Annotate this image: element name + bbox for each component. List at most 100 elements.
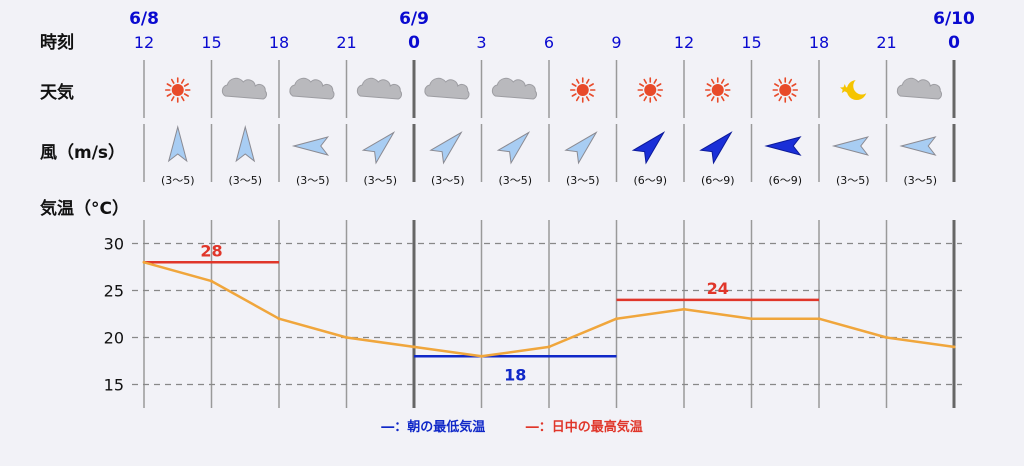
wind-arrow-shape <box>429 131 463 165</box>
temperature-point <box>277 317 281 321</box>
sun-icon <box>637 77 664 103</box>
wind-speed-label: (3〜5) <box>566 174 600 187</box>
wind-speed-label: (3〜5) <box>161 174 195 187</box>
sun-ray <box>643 78 648 84</box>
daytime-max-label: 24 <box>707 279 729 298</box>
sun-ray <box>788 78 793 84</box>
sun-icon <box>772 77 799 103</box>
sun-ray <box>639 83 645 87</box>
wind-arrow-icon <box>631 131 666 165</box>
sun-ray <box>585 78 590 84</box>
y-tick-label: 25 <box>104 282 124 301</box>
row-label-temp: 気温（°C） <box>39 198 129 219</box>
cloud-icon <box>289 77 335 100</box>
wind-arrow-icon <box>361 131 396 165</box>
sun-icon <box>164 77 191 103</box>
cloud-icon <box>356 77 402 100</box>
wind-arrow-shape <box>361 131 396 165</box>
sun-ray <box>575 96 580 102</box>
sun-ray <box>778 96 783 102</box>
sun-ray <box>774 93 780 97</box>
sun-disc <box>576 84 589 96</box>
row-label-time: 時刻 <box>40 32 74 53</box>
sun-ray <box>706 93 712 97</box>
sun-ray <box>571 83 577 87</box>
wind-arrow-icon <box>291 136 330 156</box>
sun-ray <box>778 78 783 84</box>
date-label: 6/8 <box>129 9 159 29</box>
temperature-point <box>682 307 686 311</box>
date-label: 6/9 <box>399 9 429 29</box>
wind-arrow-shape <box>699 131 733 165</box>
wind-arrow-shape <box>564 131 598 165</box>
wind-speed-label: (3〜5) <box>228 174 262 187</box>
hour-label: 0 <box>948 33 960 53</box>
y-tick-label: 15 <box>104 376 124 395</box>
temperature-point <box>817 317 821 321</box>
cloud-icon <box>221 77 267 100</box>
sun-ray <box>720 78 725 84</box>
wind-arrow-icon <box>831 136 870 156</box>
hour-label: 18 <box>269 33 289 52</box>
sun-ray <box>571 93 577 97</box>
star-shape <box>840 84 850 93</box>
sun-disc <box>711 84 724 96</box>
wind-arrow-shape <box>831 136 870 156</box>
sun-ray <box>710 96 715 102</box>
temperature-point <box>210 279 213 283</box>
moon-cut <box>853 77 871 95</box>
hour-label: 15 <box>201 33 221 52</box>
sun-ray <box>791 93 797 97</box>
sun-disc <box>171 84 184 96</box>
sun-ray <box>166 83 172 87</box>
cloud-shape <box>896 77 942 100</box>
temperature-point <box>412 345 416 349</box>
sun-ray <box>791 83 797 87</box>
sun-ray <box>183 93 189 97</box>
wind-speed-label: (6〜9) <box>633 174 667 187</box>
wind-speed-label: (6〜9) <box>701 174 735 187</box>
temperature-point <box>547 345 551 349</box>
wind-arrow-icon <box>496 131 531 165</box>
sun-ray <box>706 83 712 87</box>
hour-label: 12 <box>674 33 694 52</box>
wind-arrow-icon <box>699 131 733 165</box>
sun-ray <box>170 96 175 102</box>
wind-arrow-icon <box>564 131 598 165</box>
temperature-point <box>750 317 753 321</box>
hour-label: 12 <box>134 33 154 52</box>
wind-arrow-shape <box>291 136 330 156</box>
hour-label: 9 <box>611 33 621 52</box>
wind-arrow-shape <box>235 125 256 163</box>
sun-ray <box>710 78 715 84</box>
sun-ray <box>774 83 780 87</box>
hour-label: 3 <box>476 33 486 52</box>
sun-ray <box>643 96 648 102</box>
sun-ray <box>656 93 662 97</box>
daytime-max-label: 28 <box>200 241 222 260</box>
sun-ray <box>183 83 189 87</box>
sun-ray <box>788 96 793 102</box>
wind-arrow-icon <box>429 131 463 165</box>
temperature-point <box>480 354 483 358</box>
y-tick-label: 30 <box>104 235 124 254</box>
wind-arrow-icon <box>764 136 802 156</box>
sun-ray <box>170 78 175 84</box>
cloud-icon <box>896 77 942 100</box>
chart-legend: ―：朝の最低気温 ―：日中の最高気温 <box>0 416 1024 435</box>
cloud-shape <box>289 77 335 100</box>
temperature-point <box>345 336 348 339</box>
wind-speed-label: (3〜5) <box>836 174 870 187</box>
hour-label: 21 <box>876 33 896 52</box>
sun-ray <box>180 96 185 102</box>
y-tick-label: 20 <box>104 329 124 348</box>
cloud-shape <box>424 77 470 100</box>
sun-ray <box>653 78 658 84</box>
legend-morning-min: ―：朝の最低気温 <box>381 420 486 435</box>
hour-label: 0 <box>408 33 420 53</box>
sun-ray <box>575 78 580 84</box>
hour-label: 6 <box>544 33 554 52</box>
row-label-weather: 天気 <box>40 82 74 103</box>
wind-arrow-shape <box>496 131 531 165</box>
